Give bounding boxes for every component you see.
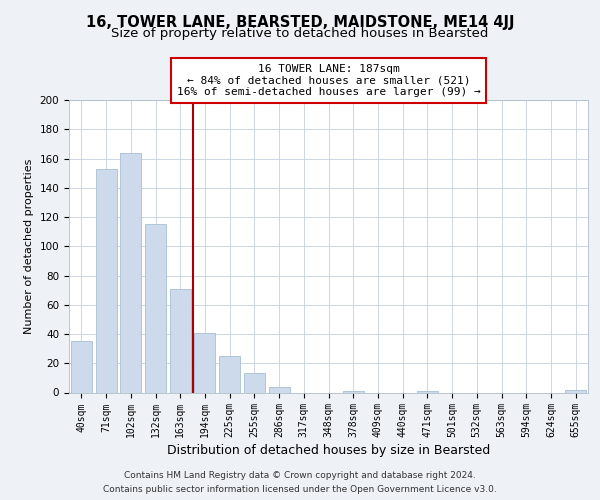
Text: 16 TOWER LANE: 187sqm
← 84% of detached houses are smaller (521)
16% of semi-det: 16 TOWER LANE: 187sqm ← 84% of detached … <box>176 64 481 97</box>
Bar <box>170 288 191 393</box>
Bar <box>71 342 92 392</box>
Bar <box>565 390 586 392</box>
Y-axis label: Number of detached properties: Number of detached properties <box>24 158 34 334</box>
Bar <box>194 332 215 392</box>
Bar <box>95 168 116 392</box>
Text: Contains public sector information licensed under the Open Government Licence v3: Contains public sector information licen… <box>103 485 497 494</box>
Bar <box>120 152 141 392</box>
Bar <box>244 374 265 392</box>
Bar <box>219 356 240 393</box>
X-axis label: Distribution of detached houses by size in Bearsted: Distribution of detached houses by size … <box>167 444 490 458</box>
Text: Size of property relative to detached houses in Bearsted: Size of property relative to detached ho… <box>112 28 488 40</box>
Bar <box>145 224 166 392</box>
Text: 16, TOWER LANE, BEARSTED, MAIDSTONE, ME14 4JJ: 16, TOWER LANE, BEARSTED, MAIDSTONE, ME1… <box>86 15 514 30</box>
Text: Contains HM Land Registry data © Crown copyright and database right 2024.: Contains HM Land Registry data © Crown c… <box>124 471 476 480</box>
Bar <box>343 391 364 392</box>
Bar <box>269 386 290 392</box>
Bar <box>417 391 438 392</box>
